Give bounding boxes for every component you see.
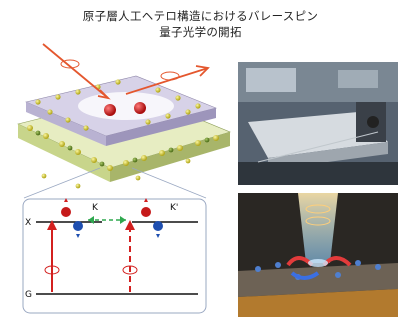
page-title-line-1: 原子層人工ヘテロ構造におけるバレースピン (82, 9, 319, 23)
excitation-glow (78, 92, 174, 120)
k-valley-label: K (92, 203, 99, 213)
k-prime-valley-label: K' (170, 203, 178, 213)
x-level-label: X (25, 218, 31, 228)
energy-level-diagram: X G K K' (22, 198, 207, 314)
g-level-label: G (25, 290, 32, 300)
lattice-illustration (17, 43, 231, 189)
polarization-circle (60, 59, 80, 69)
lab-apparatus-photo (238, 62, 398, 185)
polarization-circle (160, 71, 180, 81)
heterostructure-illustration (238, 193, 398, 317)
light-arrows (42, 43, 210, 100)
electron-sphere (134, 102, 146, 114)
atoms-lower (27, 125, 219, 189)
page-title-line-2: 量子光学の開拓 (159, 25, 242, 39)
electron-sphere (104, 104, 116, 116)
